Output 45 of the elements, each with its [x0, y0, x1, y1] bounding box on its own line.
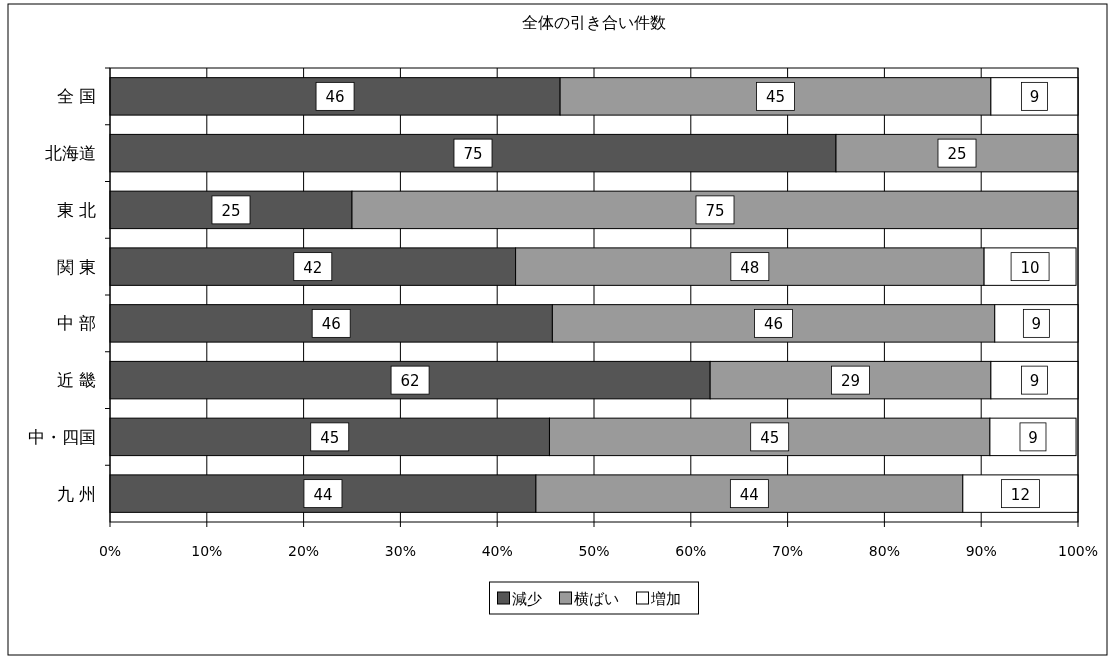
data-label: 45	[765, 88, 786, 107]
legend-label: 増加	[649, 590, 681, 608]
data-label: 9	[1028, 428, 1038, 447]
data-label: 9	[1031, 315, 1042, 334]
data-label: 75	[705, 201, 725, 220]
data-label: 45	[320, 428, 340, 447]
data-label: 9	[1029, 88, 1040, 107]
legend-label: 減少	[511, 590, 542, 608]
y-tick-label: 北海道	[45, 143, 96, 164]
x-tick-label: 80%	[868, 543, 900, 559]
y-tick-label: 中 部	[56, 313, 96, 334]
x-tick-label: 70%	[772, 543, 804, 559]
data-label: 75	[463, 145, 483, 164]
x-tick-label: 40%	[481, 543, 513, 559]
data-label: 48	[740, 258, 760, 277]
x-tick-label: 10%	[191, 543, 223, 559]
data-label: 10	[1020, 258, 1040, 277]
x-tick-label: 50%	[578, 543, 610, 559]
x-tick-label: 90%	[965, 543, 997, 559]
y-tick-label: 全 国	[56, 86, 96, 107]
data-label: 9	[1029, 372, 1040, 391]
y-tick-label: 東 北	[56, 199, 96, 220]
data-label: 25	[221, 201, 241, 220]
data-label: 46	[325, 88, 345, 107]
data-label: 44	[739, 485, 759, 504]
x-tick-label: 20%	[288, 543, 320, 559]
data-label: 25	[947, 145, 967, 164]
legend-label: 横ばい	[573, 590, 619, 608]
data-label: 45	[760, 428, 780, 447]
x-tick-label: 0%	[98, 543, 122, 559]
y-tick-label: 関 東	[56, 256, 96, 277]
data-label: 42	[303, 258, 323, 277]
x-tick-label: 100%	[1057, 543, 1099, 559]
x-tick-label: 30%	[384, 543, 416, 559]
y-tick-label: 近 畿	[56, 370, 96, 391]
data-label: 44	[313, 485, 333, 504]
data-label: 46	[321, 315, 341, 334]
chart-title: 全体の引き合い件数	[522, 13, 666, 32]
data-label: 62	[400, 372, 420, 391]
y-tick-label: 中・四国	[28, 426, 96, 447]
data-label: 29	[840, 372, 861, 391]
data-label: 46	[764, 315, 784, 334]
x-tick-label: 60%	[675, 543, 707, 559]
data-label: 12	[1010, 485, 1030, 504]
y-tick-label: 九 州	[56, 483, 96, 504]
